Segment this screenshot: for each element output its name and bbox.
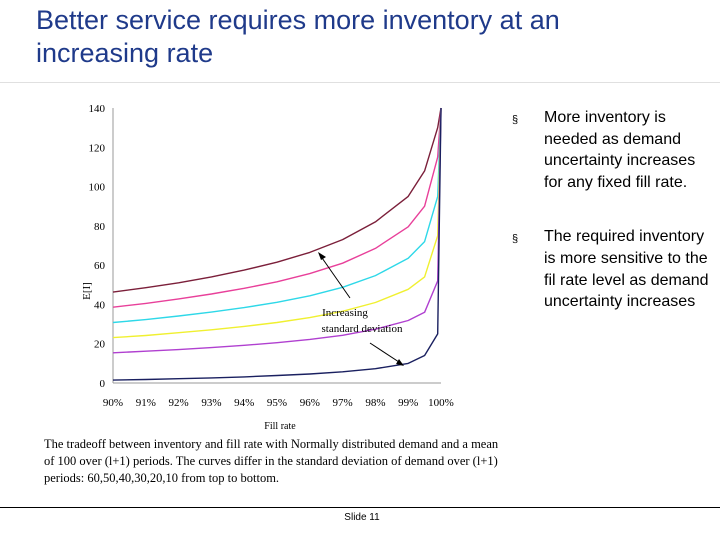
bullet-marker: §: [512, 233, 519, 246]
x-tick-label: 93%: [201, 397, 221, 409]
footer-divider: [0, 507, 720, 508]
bullet-list: § More inventory is needed as demand unc…: [512, 107, 712, 346]
slide-title: Better service requires more inventory a…: [36, 5, 560, 68]
series-line: [112, 107, 442, 354]
chart-frame: [112, 108, 441, 384]
series-line: [112, 107, 442, 381]
series-lines: [112, 107, 442, 381]
slide-number: Slide 11: [344, 512, 380, 523]
y-tick-label: 100: [89, 182, 106, 194]
bullet-item: § More inventory is needed as demand unc…: [512, 107, 712, 193]
figure-caption: The tradeoff between inventory and fill …: [44, 437, 499, 485]
y-tick-label: 20: [94, 339, 106, 351]
y-tick-label: 80: [94, 221, 106, 233]
bullet-item: § The required inventory is more sensiti…: [512, 226, 712, 312]
series-line: [112, 107, 442, 339]
annotation-arrowhead-upper: [318, 252, 326, 260]
y-tick-label: 0: [100, 378, 106, 390]
annotation-arrow-lower: [369, 342, 403, 365]
x-tick-label: 92%: [169, 397, 189, 409]
series-line: [112, 107, 442, 324]
x-tick-label: 91%: [136, 397, 156, 409]
bullet-text: The required inventory is more sensitive…: [544, 228, 709, 311]
annotation-line-2: standard deviation: [322, 323, 403, 335]
y-axis-label: E[I]: [81, 282, 93, 300]
x-tick-label: 95%: [267, 397, 287, 409]
x-axis-label: Fill rate: [264, 421, 296, 432]
x-tick-labels: 90% 91% 92% 93% 94% 95% 96% 97% 98% 99% 100%: [103, 397, 454, 409]
annotation-line-1: Increasing: [322, 307, 368, 319]
x-tick-label: 94%: [234, 397, 254, 409]
annotation: Increasing standard deviation: [318, 252, 404, 366]
y-tick-label: 120: [89, 142, 106, 154]
annotation-arrowhead-lower: [396, 359, 404, 366]
y-tick-labels: 0 20 40 60 80 100 120 140: [89, 103, 106, 390]
series-line: [112, 107, 442, 293]
x-tick-label: 90%: [103, 397, 123, 409]
y-tick-label: 140: [89, 103, 106, 115]
x-tick-label: 97%: [333, 397, 353, 409]
inventory-fill-rate-chart: 0 20 40 60 80 100 120 140 90% 91% 92% 93% 94% 95% 96%…: [81, 103, 454, 432]
x-tick-label: 98%: [365, 397, 385, 409]
bullet-text: More inventory is needed as demand uncer…: [544, 109, 696, 191]
y-tick-label: 40: [94, 299, 106, 311]
annotation-arrow-upper: [319, 254, 351, 299]
x-tick-label: 99%: [398, 397, 418, 409]
x-tick-label: 100%: [428, 397, 454, 409]
bullet-marker: §: [512, 114, 519, 126]
y-tick-label: 60: [94, 260, 106, 272]
x-tick-label: 96%: [300, 397, 320, 409]
series-line: [112, 107, 442, 308]
title-divider: [0, 82, 720, 83]
